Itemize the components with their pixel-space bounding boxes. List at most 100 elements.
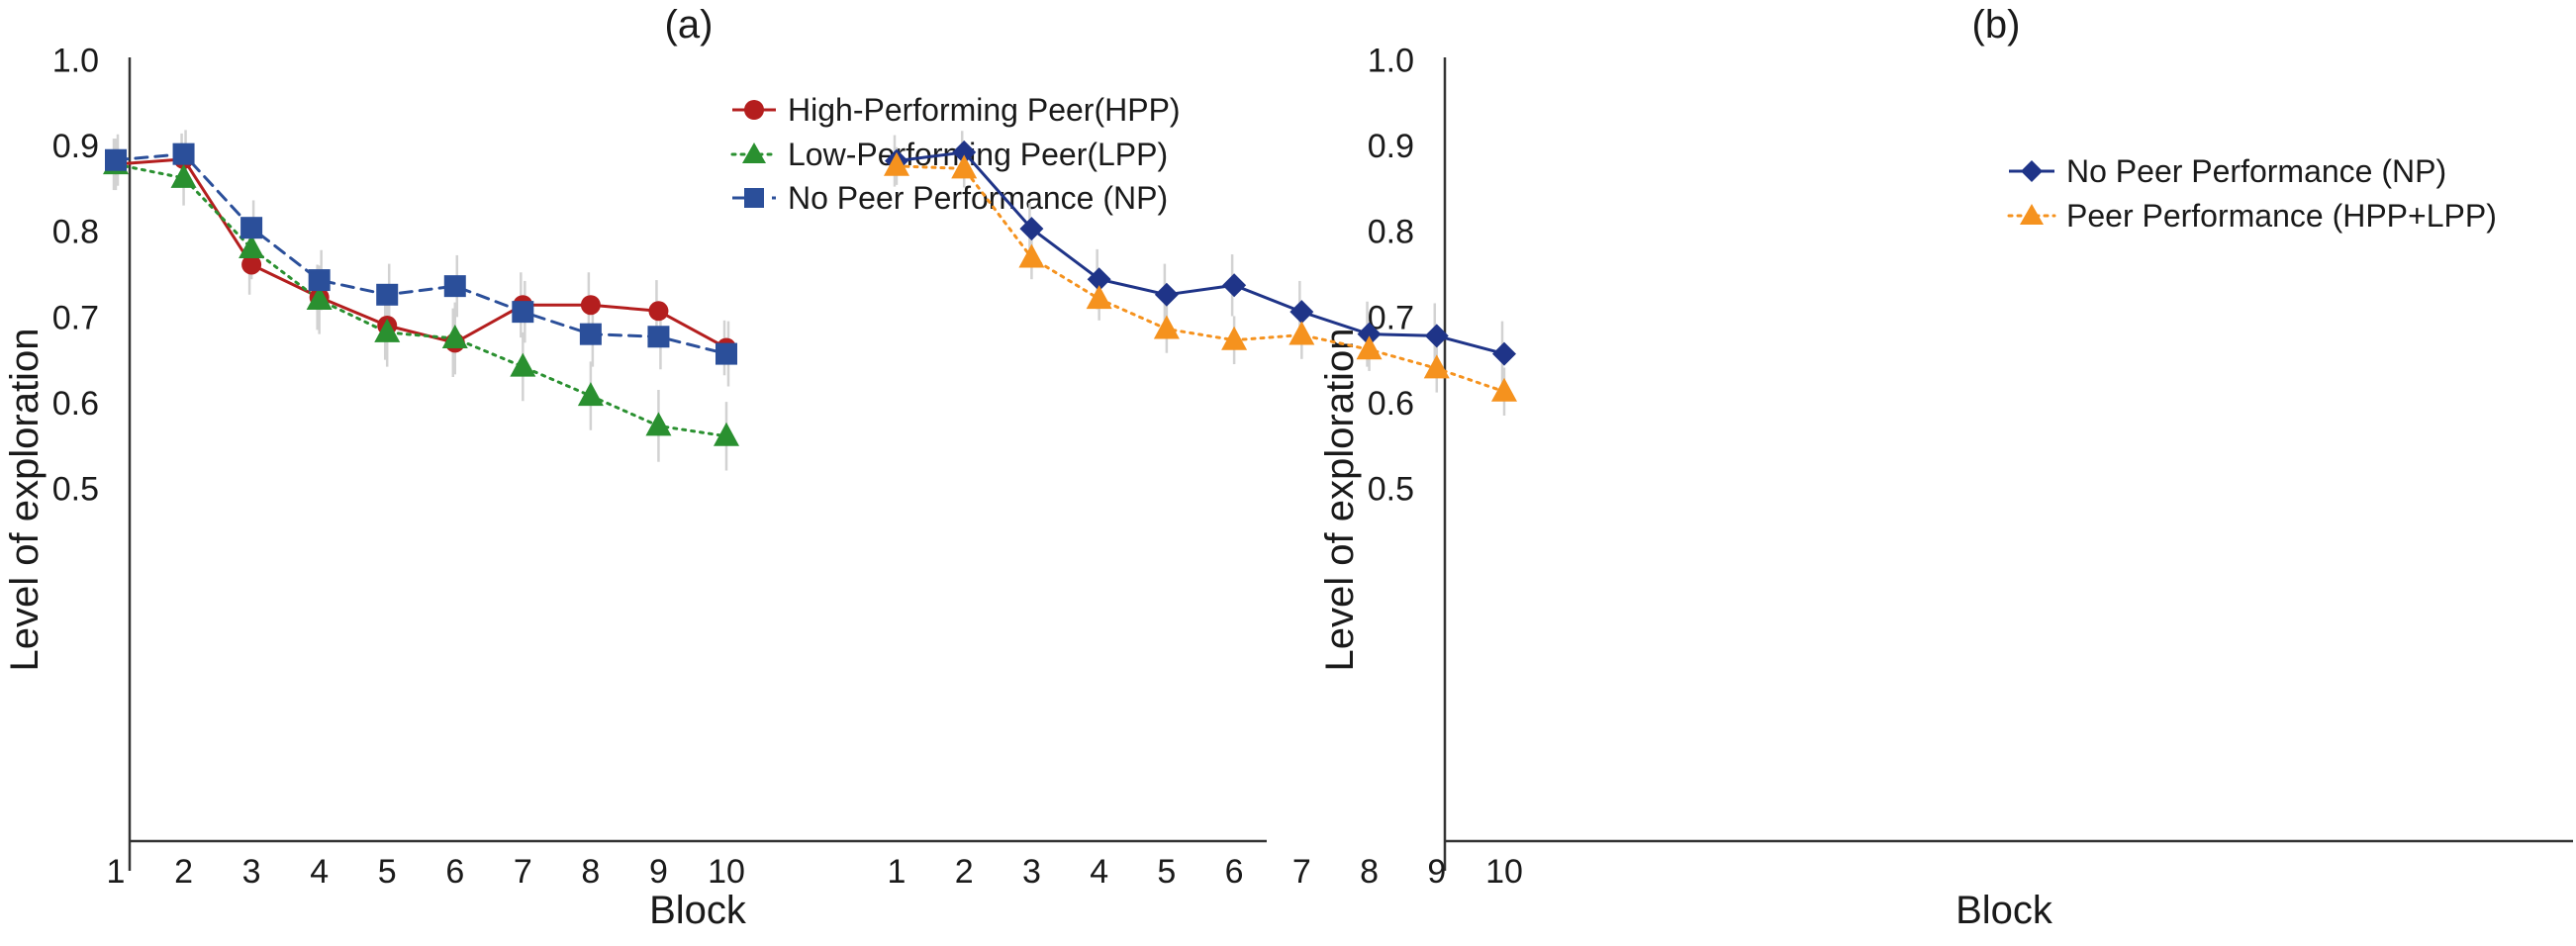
panel-a-data-point bbox=[716, 342, 737, 365]
panel-a-series-line bbox=[114, 157, 728, 350]
panel-b-x-tick-label: 5 bbox=[1157, 853, 1176, 891]
panel-a-data-point bbox=[510, 352, 536, 377]
legend-np-marker bbox=[2021, 160, 2043, 182]
panel-b-data-point bbox=[1087, 267, 1111, 292]
panel-a-data-point bbox=[580, 295, 601, 316]
legend-item-peer: Peer Performance (HPP+LPP) bbox=[2007, 198, 2497, 234]
panel-b-data-point bbox=[1019, 217, 1044, 241]
panel-b-y-tick-labels: 0.50.60.70.80.91.0 bbox=[1368, 42, 1414, 508]
panel-b-x-tick-label: 3 bbox=[1022, 853, 1041, 891]
panel-a-data-point bbox=[306, 286, 333, 310]
panel-a-data-point bbox=[308, 269, 331, 292]
panel-a-y-tick-label: 0.7 bbox=[52, 299, 99, 336]
panel-a-data-point bbox=[239, 235, 265, 258]
panel-a-data-point bbox=[648, 301, 669, 322]
panel-b-data-point bbox=[952, 140, 977, 164]
panel-b-series-line bbox=[895, 150, 1506, 356]
legend-hpp-label: High-Performing Peer(HPP) bbox=[788, 92, 1181, 128]
panel-a-x-tick-label: 9 bbox=[649, 853, 668, 891]
panel-b-data-point bbox=[1018, 243, 1045, 268]
panel-a-error-bars bbox=[112, 130, 730, 471]
panel-b-data-point bbox=[1222, 273, 1247, 298]
panel-a-data-point bbox=[241, 254, 262, 275]
panel-b-x-tick-label: 4 bbox=[1090, 853, 1108, 891]
panel-a-markers bbox=[103, 142, 739, 446]
panel-a-data-point bbox=[240, 217, 263, 239]
panel-b-x-tick-label: 2 bbox=[955, 853, 974, 891]
panel-a-data-point bbox=[374, 318, 401, 342]
panel-b-x-tick-label: 7 bbox=[1292, 853, 1311, 891]
panel-b-data-point bbox=[1423, 354, 1450, 379]
panel-a-x-tick-label: 3 bbox=[242, 853, 261, 891]
panel-b-legend: No Peer Performance (NP) Peer Performanc… bbox=[2007, 153, 2497, 234]
panel-b-data-point bbox=[1221, 326, 1248, 350]
panel-a-data-point bbox=[376, 283, 399, 306]
panel-b-data-point bbox=[1289, 300, 1314, 325]
panel-b-y-tick-label: 1.0 bbox=[1368, 42, 1414, 79]
panel-b-title: (b) bbox=[1972, 3, 2021, 47]
panel-b-series-lines bbox=[895, 150, 1506, 394]
panel-b-y-axis-title: Level of exploration bbox=[1318, 329, 1362, 672]
panel-b-x-tick-label: 10 bbox=[1485, 853, 1523, 891]
panel-a-x-tick-label: 1 bbox=[107, 853, 126, 891]
panel-b-data-point bbox=[1288, 321, 1315, 345]
panel-b-data-point bbox=[884, 151, 909, 176]
legend-np-marker bbox=[744, 188, 764, 208]
panel-b-x-tick-labels: 1 2 3 4 5 6 7 8 9 10 bbox=[888, 853, 1523, 891]
panel-a-x-tick-label: 2 bbox=[174, 853, 193, 891]
panel-a-data-point bbox=[714, 422, 739, 446]
panel-a-x-tick-label: 6 bbox=[445, 853, 464, 891]
panel-b-y-tick-label: 0.5 bbox=[1368, 471, 1414, 509]
panel-b-data-point bbox=[1491, 377, 1517, 402]
panel-b-x-tick-label: 1 bbox=[888, 853, 906, 891]
panel-a-data-point bbox=[172, 142, 195, 165]
panel-b-data-point bbox=[1424, 324, 1449, 348]
panel-b-markers bbox=[884, 140, 1517, 402]
panel-a-y-axis-title: Level of exploration bbox=[3, 329, 47, 672]
legend-item-hpp: High-Performing Peer(HPP) bbox=[732, 92, 1181, 128]
panel-a-x-tick-label: 10 bbox=[708, 853, 745, 891]
panel-a-x-tick-label: 8 bbox=[581, 853, 600, 891]
panel-b-y-tick-label: 0.9 bbox=[1368, 128, 1414, 165]
panel-a-chart: (a) Level of exploration Block 0.5 0.6 0.7… bbox=[3, 3, 1267, 932]
legend-lpp-marker bbox=[742, 142, 766, 163]
legend-peer-label: Peer Performance (HPP+LPP) bbox=[2066, 198, 2497, 234]
panel-b-x-tick-label: 6 bbox=[1225, 853, 1244, 891]
panel-a-data-point bbox=[577, 382, 604, 407]
panel-b-data-point bbox=[1357, 322, 1382, 346]
panel-a-series-line bbox=[114, 152, 728, 356]
panel-a-data-point bbox=[441, 325, 468, 348]
panel-a-y-tick-labels: 0.5 0.6 0.7 0.8 0.9 1.0 bbox=[52, 42, 99, 508]
panel-b-data-point bbox=[951, 154, 978, 179]
panel-a-series-line bbox=[114, 162, 728, 438]
panel-b-x-tick-label: 8 bbox=[1360, 853, 1379, 891]
legend-peer-marker bbox=[2020, 204, 2044, 225]
legend-item-np: No Peer Performance (NP) bbox=[2009, 153, 2446, 189]
panel-b-error-bars bbox=[893, 131, 1506, 416]
panel-b-data-point bbox=[1492, 341, 1516, 366]
panel-b-y-tick-label: 0.8 bbox=[1368, 214, 1414, 251]
panel-a-data-point bbox=[579, 323, 602, 345]
panel-b-x-tick-label: 9 bbox=[1427, 853, 1446, 891]
legend-np-label: No Peer Performance (NP) bbox=[2066, 153, 2446, 189]
panel-a-x-tick-label: 4 bbox=[310, 853, 329, 891]
panel-a-x-tick-labels: 1 2 3 4 5 6 7 8 9 10 bbox=[107, 853, 745, 891]
panel-a-data-point bbox=[443, 275, 466, 298]
panel-b-data-point bbox=[1153, 315, 1180, 339]
panel-b-data-point bbox=[1086, 285, 1112, 310]
panel-a-data-point bbox=[105, 148, 127, 171]
panel-a-y-tick-label: 0.5 bbox=[52, 471, 99, 509]
panel-a-title: (a) bbox=[665, 3, 714, 47]
panel-b-data-point bbox=[1356, 335, 1383, 360]
panel-a-x-axis-title: Block bbox=[649, 889, 747, 932]
legend-item-np: No Peer Performance (NP) bbox=[732, 180, 1168, 216]
panel-a-y-tick-label: 1.0 bbox=[52, 42, 99, 79]
panel-b-chart: (b) Level of exploration Block 0.50.60.7… bbox=[884, 3, 2573, 932]
panel-b-data-point bbox=[1154, 282, 1179, 307]
panel-a-y-tick-label: 0.8 bbox=[52, 214, 99, 251]
panel-a-data-point bbox=[512, 301, 534, 324]
panel-a-y-tick-label: 0.6 bbox=[52, 385, 99, 423]
legend-hpp-marker bbox=[744, 100, 764, 120]
panel-a-x-tick-label: 5 bbox=[378, 853, 397, 891]
